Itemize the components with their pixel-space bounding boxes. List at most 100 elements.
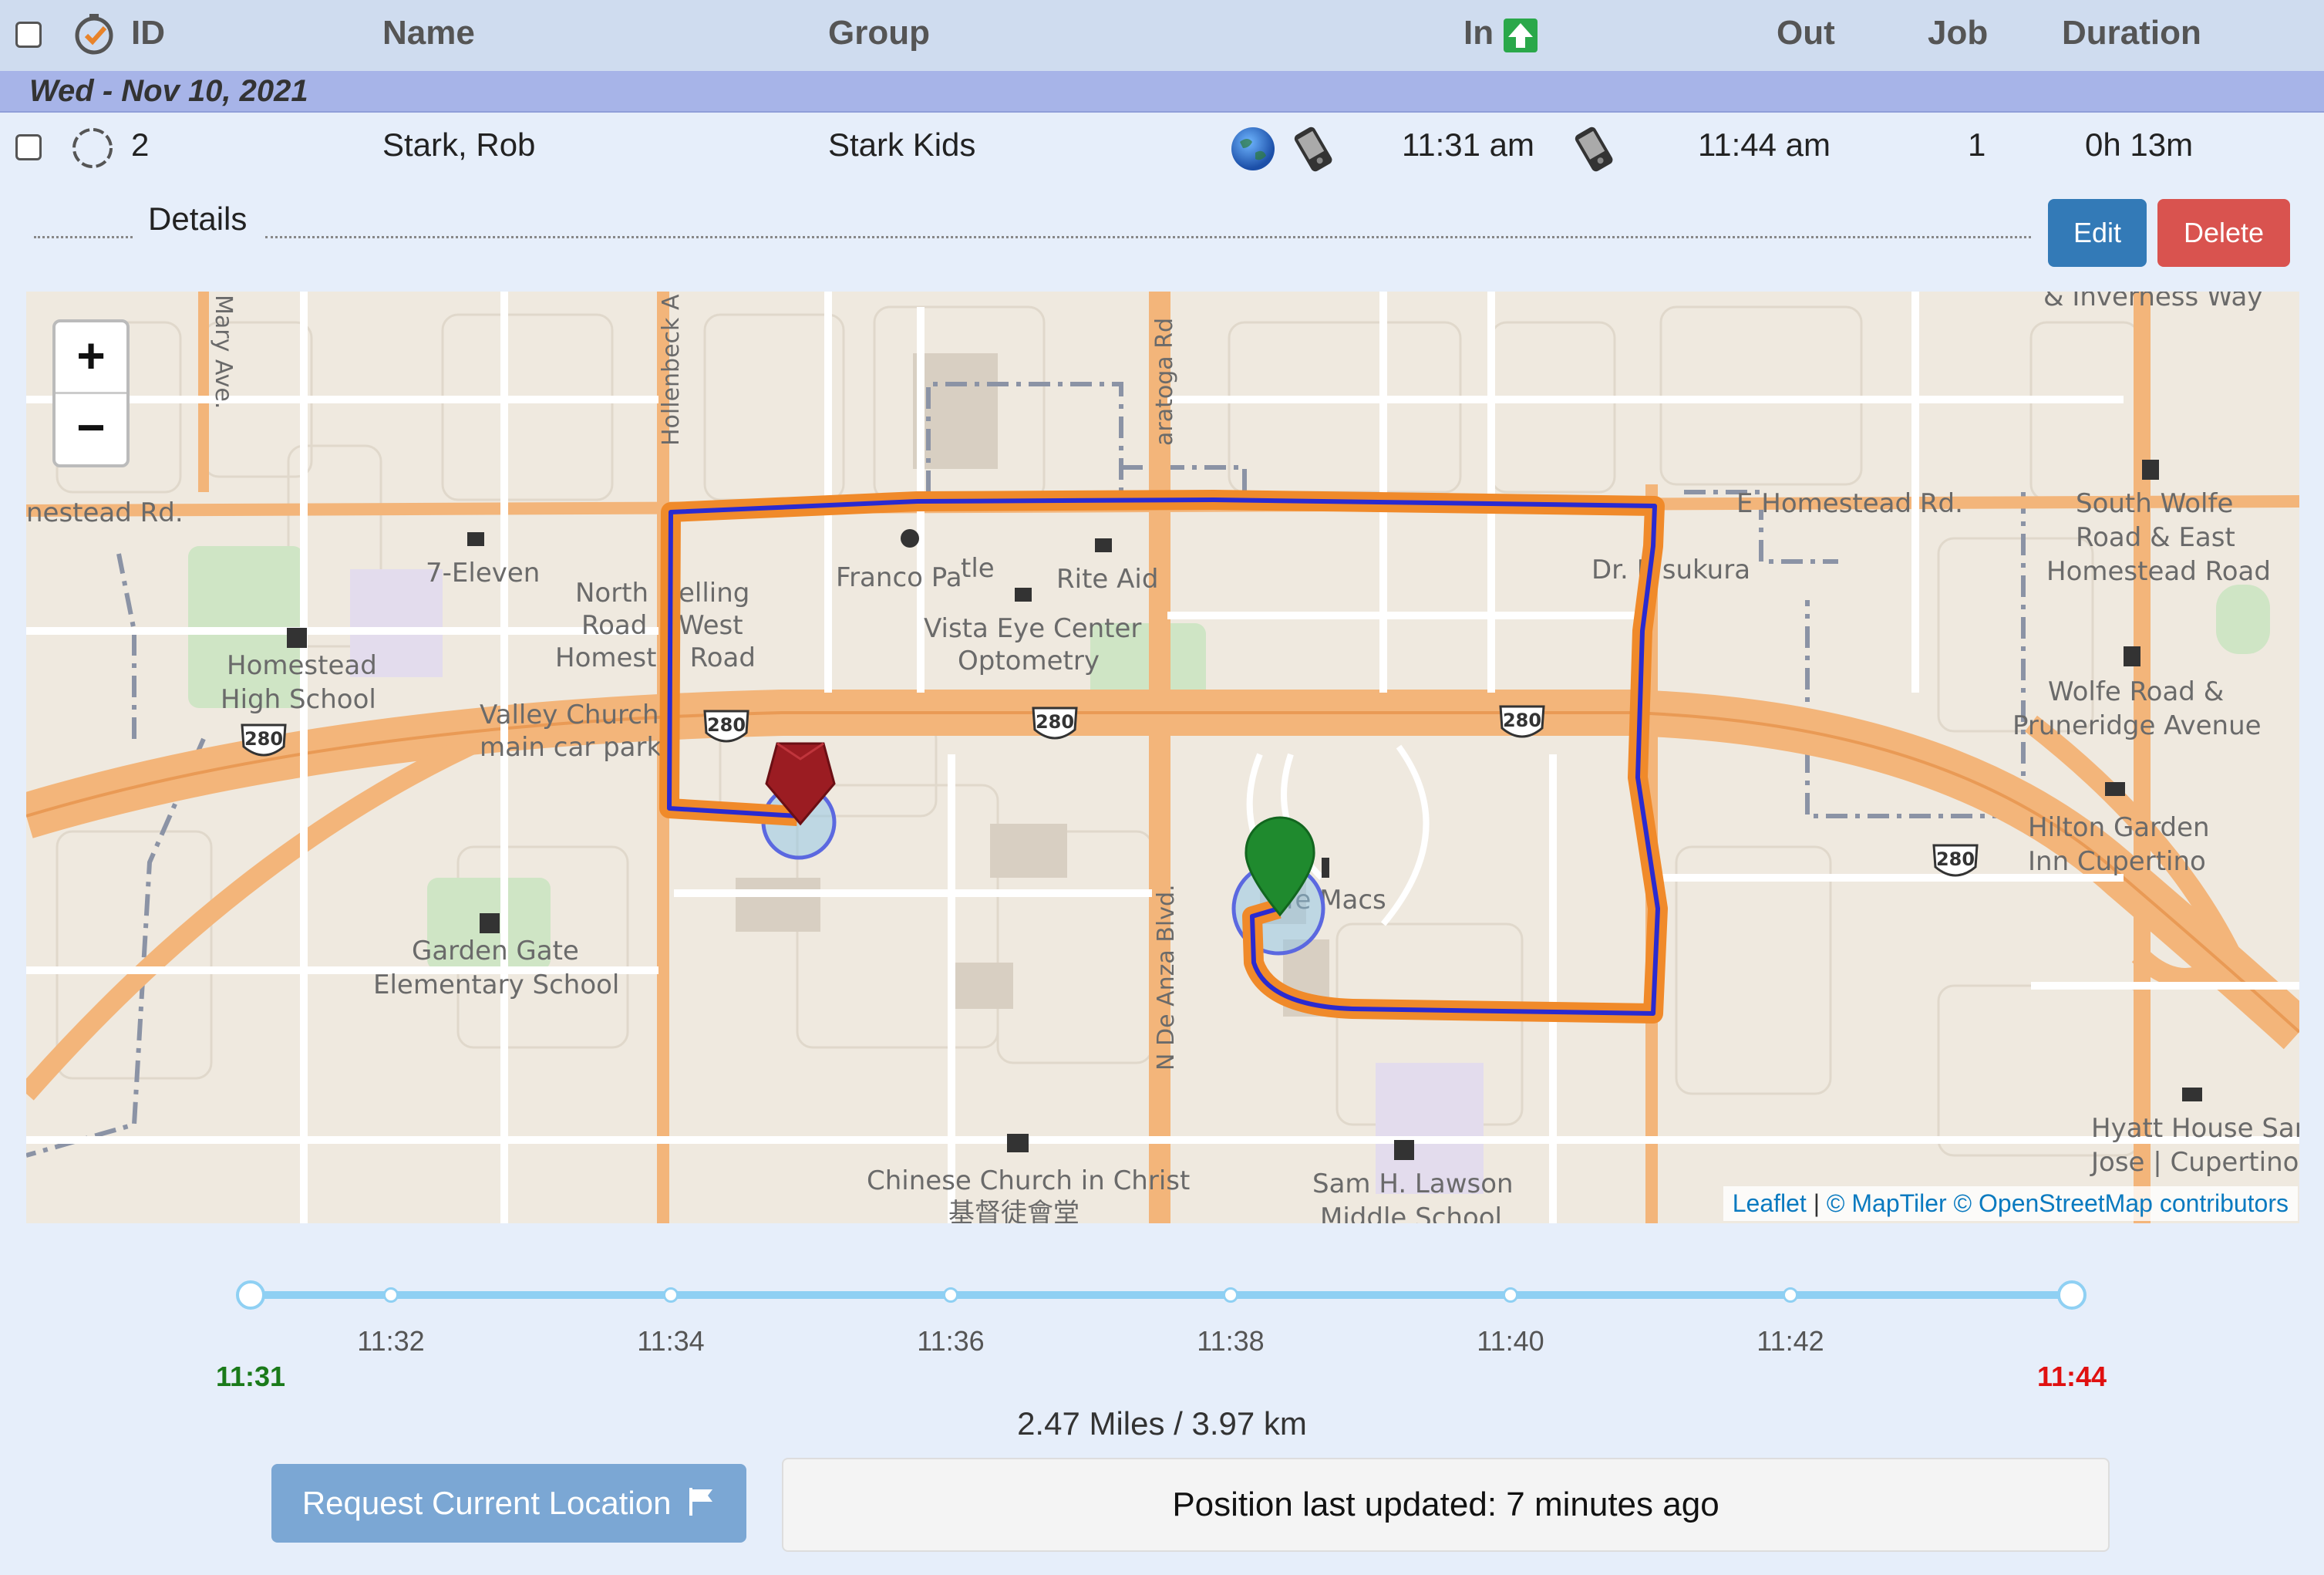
timeline-tick-label: 11:38 (1197, 1325, 1265, 1357)
request-location-button[interactable]: Request Current Location (271, 1464, 746, 1543)
label-vista-eye: Vista Eye Center (924, 613, 1141, 644)
col-in[interactable]: In (1463, 14, 1494, 52)
timeline-end-label: 11:44 (2036, 1361, 2107, 1392)
label-chinese-church-cn: 基督徒會堂 (948, 1198, 1079, 1223)
leaflet-link[interactable]: Leaflet (1732, 1189, 1807, 1217)
mobile-phone-icon[interactable] (1570, 123, 1619, 174)
school-icon (480, 913, 500, 933)
label-wolfe-pruneridge: Wolfe Road & Pruneridge Avenue (2012, 676, 2262, 741)
label-chinese-church: Chinese Church in Christ (867, 1165, 1190, 1196)
timeline-end-handle[interactable] (2057, 1280, 2087, 1310)
row-group: Stark Kids (828, 126, 976, 163)
label-belling: elling (679, 578, 749, 609)
row-job: 1 (1968, 126, 1986, 163)
timeline-tick-dot[interactable] (383, 1287, 399, 1303)
label-south-wolfe: South Wolfe Road & East Homestead Road (2046, 488, 2271, 587)
label-hyatt: Hyatt House San Jose | Cupertino (2090, 1113, 2299, 1178)
col-job[interactable]: Job (1928, 14, 1989, 52)
flag-icon (689, 1488, 713, 1516)
bus-stop-icon (2124, 646, 2140, 666)
timeline-tick-dot[interactable] (663, 1287, 679, 1303)
timeline-tick-dot[interactable] (1503, 1287, 1518, 1303)
label-hollenbeck: Hollenbeck A (658, 294, 685, 446)
label-rite-aid: Rite Aid (1056, 564, 1158, 595)
i280-shield-label: 280 (244, 728, 283, 750)
mobile-phone-icon[interactable] (1289, 123, 1339, 174)
timeline-tick-label: 11:36 (917, 1325, 985, 1357)
label-7-eleven: 7-Eleven (426, 558, 540, 589)
maptiler-link[interactable]: © MapTiler (1826, 1189, 1947, 1217)
end-location-marker[interactable] (765, 742, 836, 826)
osm-link[interactable]: © OpenStreetMap contributors (1953, 1189, 2289, 1217)
select-all-checkbox[interactable] (15, 22, 42, 48)
i280-shield-label: 280 (707, 714, 746, 736)
row-id: 2 (131, 126, 150, 163)
col-duration[interactable]: Duration (2062, 14, 2201, 52)
timeline-tick-label: 11:34 (637, 1325, 705, 1357)
label-de-anza: N De Anza Blvd. (1153, 884, 1180, 1071)
row-name[interactable]: Stark, Rob (382, 126, 536, 163)
park-icon (901, 529, 919, 548)
shop-icon (1095, 538, 1112, 552)
label-franco-park: Franco Pa (836, 562, 962, 593)
col-id[interactable]: ID (131, 14, 165, 52)
church-icon (1007, 1134, 1029, 1152)
zoom-in-button[interactable]: + (56, 322, 126, 394)
timeline-start-handle[interactable] (236, 1280, 265, 1310)
label-sam-lawson: Sam H. Lawson Middle School (1312, 1169, 1514, 1223)
shop-icon (467, 532, 484, 546)
i280-shield-label: 280 (1036, 711, 1074, 733)
request-location-label: Request Current Location (301, 1485, 672, 1521)
timeline-tick-dot[interactable] (943, 1287, 958, 1303)
distance-summary: 2.47 Miles / 3.97 km (1017, 1405, 1307, 1442)
zoom-control: + − (52, 319, 130, 467)
label-main-car-park: main car park (480, 732, 662, 763)
start-location-marker[interactable] (1245, 816, 1315, 917)
timeline-tick-dot[interactable] (1223, 1287, 1238, 1303)
globe-icon[interactable] (1229, 125, 1277, 173)
col-out[interactable]: Out (1777, 14, 1835, 52)
timeline-tick-label: 11:32 (357, 1325, 425, 1357)
label-road-1: Road (581, 610, 647, 641)
i280-shield-label: 280 (1503, 710, 1541, 731)
label-north-1: North (575, 578, 648, 609)
label-west: West (679, 610, 743, 641)
school-icon (287, 628, 307, 648)
label-mary-ave: Mary Ave. (210, 295, 237, 409)
details-divider-right (265, 236, 2031, 238)
edit-button[interactable]: Edit (2048, 199, 2147, 267)
date-group-label: Wed - Nov 10, 2021 (29, 74, 308, 108)
delete-button[interactable]: Delete (2157, 199, 2290, 267)
label-garden-gate: Garden Gate Elementary School (373, 936, 619, 1000)
details-label[interactable]: Details (148, 201, 248, 237)
bus-stop-icon (2142, 460, 2159, 480)
label-dr-kasukura: Dr. K sukura (1591, 555, 1750, 585)
route-map[interactable]: 280 280 280 280 280 nestead Rd. E Homest… (26, 292, 2299, 1223)
arrow-up-icon (1504, 19, 1538, 52)
label-hilton: Hilton Garden Inn Cupertino (2028, 812, 2210, 877)
label-saratoga: aratoga Rd (1151, 318, 1178, 446)
col-group[interactable]: Group (828, 14, 930, 52)
label-homestead-rd-west: nestead Rd. (26, 497, 184, 528)
details-divider-left (34, 236, 133, 238)
map-canvas[interactable]: 280 280 280 280 280 nestead Rd. E Homest… (26, 292, 2299, 1223)
row-duration: 0h 13m (2085, 126, 2194, 163)
timeline-tick-dot[interactable] (1783, 1287, 1798, 1303)
label-homestead-hs: Homestead High School (221, 650, 377, 715)
route-path[interactable] (667, 497, 1660, 1016)
col-name[interactable]: Name (382, 14, 475, 52)
timeline-track[interactable] (250, 1291, 2073, 1299)
hotel-icon (2182, 1088, 2202, 1101)
school-icon (1394, 1140, 1414, 1160)
shop-icon (1015, 588, 1032, 602)
zoom-out-button[interactable]: − (76, 400, 106, 455)
timeline-tick-label: 11:42 (1756, 1325, 1824, 1357)
clock-check-icon[interactable] (71, 11, 117, 57)
map-attribution: Leaflet | © MapTiler © OpenStreetMap con… (1723, 1186, 2298, 1221)
label-optometry: Optometry (958, 646, 1100, 676)
label-homestead-road: Homest d Road (555, 642, 756, 673)
label-inverness: & Inverness Way (2043, 292, 2262, 312)
i280-shield-label: 280 (1936, 848, 1975, 870)
row-checkbox[interactable] (15, 134, 42, 160)
restaurant-icon (1322, 858, 1329, 878)
